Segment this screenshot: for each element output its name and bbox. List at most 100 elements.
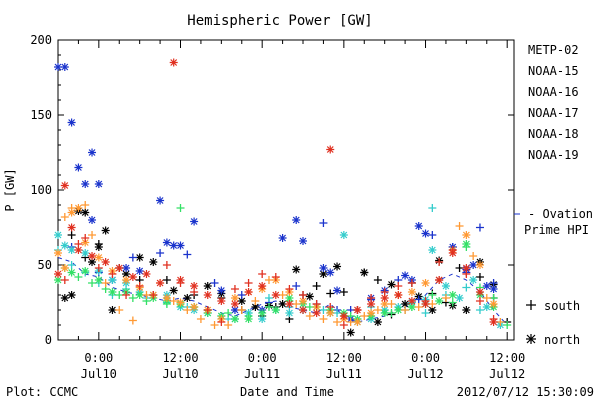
- north-point: [230, 300, 239, 308]
- south-point: [326, 289, 335, 298]
- north-point: [74, 246, 83, 254]
- north-point: [292, 216, 301, 224]
- south-point: [475, 306, 484, 314]
- north-point: [183, 294, 192, 302]
- south-point: [162, 276, 171, 284]
- north-point: [278, 300, 287, 308]
- north-point: [407, 297, 416, 305]
- x-tick-date-label: Jul10: [81, 367, 117, 381]
- north-point: [441, 282, 450, 290]
- south-point: [333, 309, 342, 317]
- north-point: [60, 294, 69, 302]
- south-point: [108, 270, 117, 278]
- x-tick-time-label: 12:00: [326, 351, 362, 365]
- south-point: [101, 279, 110, 287]
- north-point: [401, 300, 410, 308]
- south-point: [196, 315, 205, 323]
- north-point: [108, 306, 117, 314]
- north-point: [394, 291, 403, 299]
- south-point: [217, 318, 226, 326]
- north-point: [326, 309, 335, 317]
- south-point: [115, 306, 124, 314]
- south-point: [67, 231, 76, 239]
- south-point: [292, 282, 301, 290]
- north-point: [312, 309, 321, 317]
- north-point: [176, 241, 185, 250]
- north-point: [353, 318, 362, 326]
- south-point: [128, 253, 137, 262]
- north-point: [108, 276, 117, 284]
- north-point: [74, 204, 83, 212]
- plot-timestamp: 2012/07/12 15:30:09: [457, 385, 594, 399]
- north-point: [244, 288, 253, 296]
- north-point: [285, 294, 294, 302]
- south-point: [387, 300, 396, 308]
- north-point: [285, 309, 294, 317]
- north-point: [217, 297, 226, 305]
- south-point: [258, 270, 267, 278]
- south-point: [251, 297, 260, 305]
- north-point: [346, 328, 355, 337]
- south-point: [88, 231, 97, 239]
- north-point: [380, 300, 389, 308]
- north-point: [475, 288, 484, 296]
- south-point: [230, 285, 239, 293]
- south-point: [210, 279, 219, 287]
- north-point: [428, 306, 437, 314]
- south-point: [162, 261, 171, 269]
- south-point: [394, 282, 403, 290]
- south-point: [278, 291, 287, 299]
- north-point: [373, 318, 382, 326]
- x-tick-date-label: Jul12: [489, 367, 525, 381]
- north-point: [475, 261, 484, 269]
- north-point: [462, 231, 471, 239]
- north-point: [333, 286, 342, 295]
- south-point: [94, 264, 103, 272]
- south-point: [122, 291, 131, 299]
- south-point: [305, 303, 314, 311]
- x-tick-date-label: Jul11: [326, 367, 362, 381]
- north-point: [162, 238, 171, 247]
- x-tick-time-label: 0:00: [411, 351, 440, 365]
- north-point: [67, 208, 76, 217]
- south-point: [503, 321, 512, 329]
- south-point: [60, 213, 69, 221]
- south-point: [210, 321, 219, 329]
- north-point: [101, 258, 110, 266]
- south-point: [339, 288, 348, 296]
- north-point: [455, 294, 464, 302]
- y-tick-label: 150: [30, 108, 52, 122]
- x-tick-time-label: 0:00: [84, 351, 113, 365]
- x-tick-date-label: Jul11: [244, 367, 280, 381]
- chart-title: Hemispheric Power [GW]: [187, 13, 372, 29]
- plot-credit: Plot: CCMC: [6, 385, 78, 399]
- north-point: [380, 309, 389, 317]
- south-point: [81, 234, 90, 242]
- north-point: [81, 267, 90, 275]
- north-point: [421, 229, 430, 238]
- south-point: [475, 297, 484, 305]
- north-point: [489, 318, 498, 326]
- ovation-legend-line1: - Ovation: [528, 207, 593, 221]
- north-point: [469, 276, 478, 284]
- legend-entry: NOAA-19: [528, 148, 579, 162]
- north-point: [149, 258, 158, 266]
- south-point: [128, 294, 137, 302]
- north-point: [67, 291, 76, 299]
- north-point: [237, 297, 246, 305]
- north-point: [54, 231, 62, 239]
- north-point: [74, 163, 83, 172]
- north-point: [122, 264, 131, 272]
- north-point: [305, 292, 314, 301]
- south-point: [149, 291, 158, 299]
- north-point: [54, 63, 62, 71]
- south-point: [455, 264, 464, 272]
- y-tick-label: 100: [30, 183, 52, 197]
- legend: METP-02 NOAA-15 NOAA-16 NOAA-17 NOAA-18 NOAA-…: [528, 43, 579, 162]
- north-point: [169, 58, 178, 67]
- y-axis-label: P [GW]: [3, 168, 17, 211]
- north-point: [169, 241, 178, 250]
- north-point: [333, 262, 342, 271]
- south-point: [169, 297, 178, 305]
- legend-entry: NOAA-16: [528, 85, 579, 99]
